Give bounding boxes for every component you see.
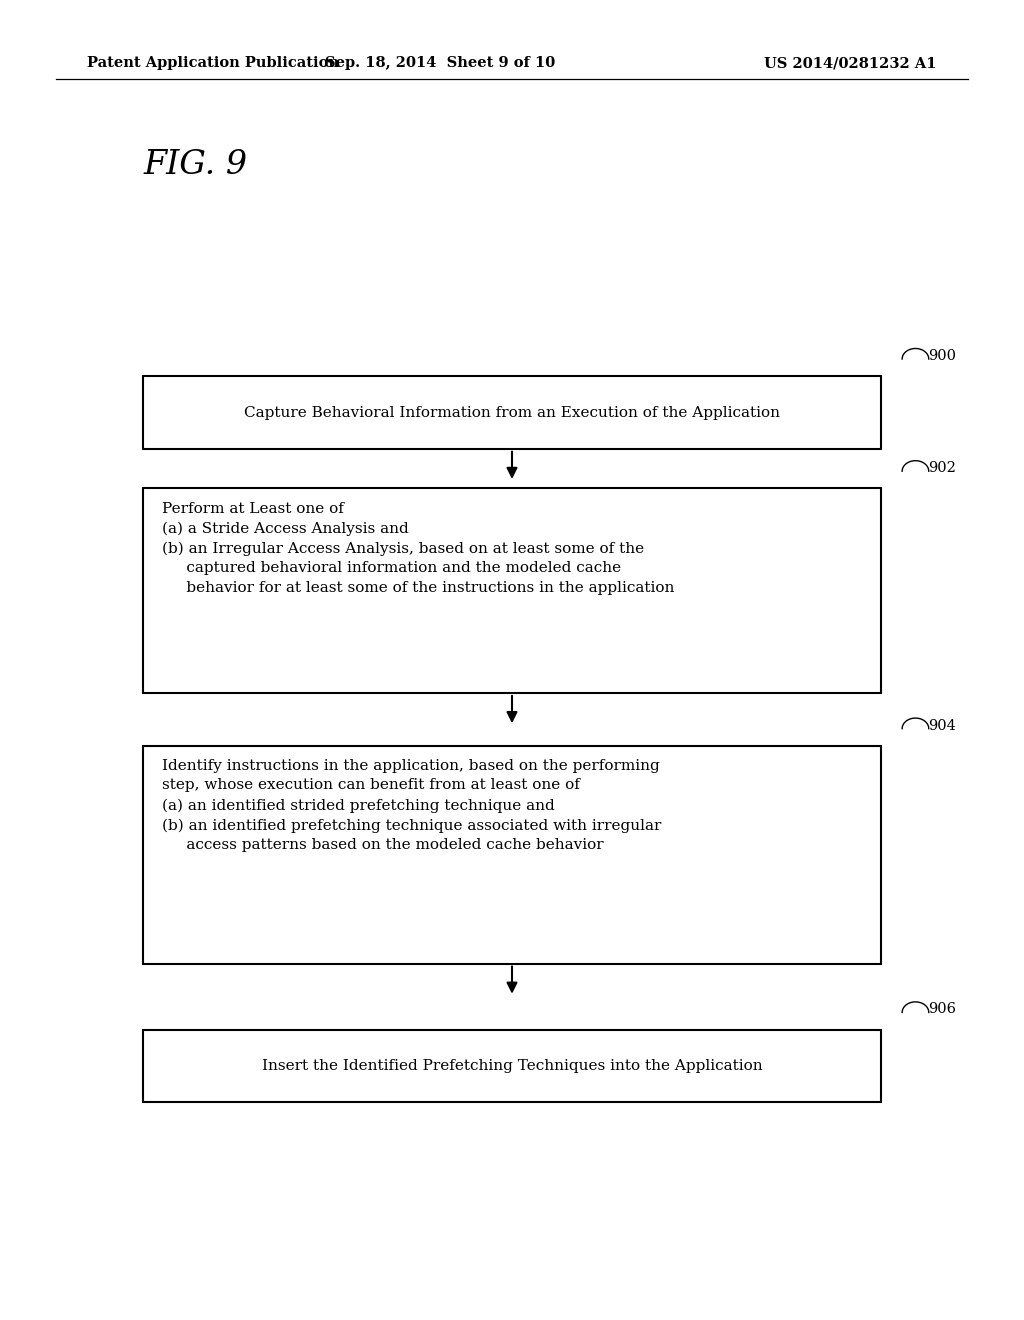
Text: Insert the Identified Prefetching Techniques into the Application: Insert the Identified Prefetching Techni… (262, 1059, 762, 1073)
Text: Perform at Least one of
(a) a Stride Access Analysis and
(b) an Irregular Access: Perform at Least one of (a) a Stride Acc… (162, 502, 674, 595)
Bar (143, 746, 881, 964)
Text: Identify instructions in the application, based on the performing
step, whose ex: Identify instructions in the application… (162, 759, 662, 853)
Text: 900: 900 (928, 348, 955, 363)
Text: 902: 902 (928, 461, 955, 475)
Bar (143, 488, 881, 693)
Text: FIG. 9: FIG. 9 (143, 149, 248, 181)
Bar (143, 376, 881, 449)
Text: Patent Application Publication: Patent Application Publication (87, 57, 339, 70)
Text: Sep. 18, 2014  Sheet 9 of 10: Sep. 18, 2014 Sheet 9 of 10 (326, 57, 555, 70)
Text: 906: 906 (928, 1002, 955, 1016)
Bar (143, 1030, 881, 1102)
Text: 904: 904 (928, 718, 955, 733)
Text: Capture Behavioral Information from an Execution of the Application: Capture Behavioral Information from an E… (244, 405, 780, 420)
Text: US 2014/0281232 A1: US 2014/0281232 A1 (765, 57, 937, 70)
